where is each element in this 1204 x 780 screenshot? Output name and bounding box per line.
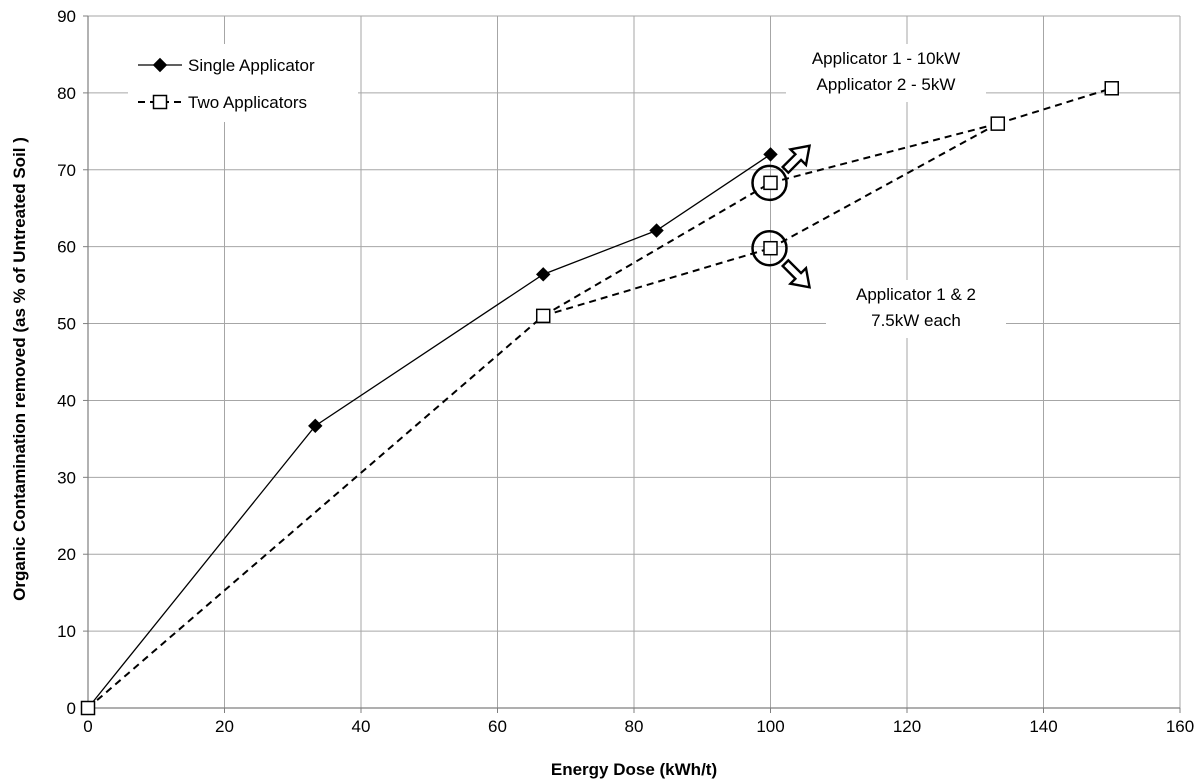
x-tick-label: 100 xyxy=(756,717,784,736)
legend: Single Applicator Two Applicators xyxy=(128,44,358,122)
x-tick-label: 160 xyxy=(1166,717,1194,736)
grid xyxy=(87,15,1181,709)
annotations: Applicator 1 - 10kW Applicator 2 - 5kW App… xyxy=(751,44,1006,338)
y-tick-label: 50 xyxy=(57,315,76,334)
x-axis-title: Energy Dose (kWh/t) xyxy=(551,760,717,779)
point-two-applicators xyxy=(535,308,551,324)
legend-marker-two-applicators xyxy=(152,94,168,110)
series-markers xyxy=(80,81,1119,716)
series-segment-two-applicators xyxy=(542,247,771,317)
annotation-label-2-line: 7.5kW each xyxy=(871,311,961,330)
series-segment-two-applicators xyxy=(770,122,999,250)
annotation-arrow-1 xyxy=(780,144,812,175)
point-two-applicators xyxy=(763,240,778,256)
series-segment-two-applicators xyxy=(542,181,772,317)
point-single-applicator xyxy=(649,223,664,238)
y-axis-title: Organic Contamination removed (as % of U… xyxy=(10,137,29,601)
annotation-arrow-2 xyxy=(780,258,812,289)
series-segment-two-applicators xyxy=(997,87,1113,125)
x-tick-label: 0 xyxy=(83,717,92,736)
legend-marker-single-applicator xyxy=(152,57,168,73)
point-two-applicators xyxy=(990,116,1006,131)
y-tick-label: 60 xyxy=(57,238,76,257)
annotation-label-1-line: Applicator 1 - 10kW xyxy=(812,49,960,68)
series-line-single-applicator xyxy=(87,153,771,709)
annotation-circle-2 xyxy=(751,229,788,267)
x-tick-label: 140 xyxy=(1029,717,1057,736)
point-single-applicator xyxy=(308,418,323,434)
y-tick-label: 20 xyxy=(57,545,76,564)
y-tick-label: 10 xyxy=(57,622,76,641)
x-tick-label: 120 xyxy=(893,717,921,736)
y-tick-label: 70 xyxy=(57,161,76,180)
annotation-label-1-bg xyxy=(786,44,986,102)
series-segment-two-applicators xyxy=(87,315,544,709)
legend-label-single-applicator: Single Applicator xyxy=(188,56,315,75)
series-segment-two-applicators xyxy=(770,122,999,184)
x-tick-label: 20 xyxy=(215,717,234,736)
annotation-label-2-line: Applicator 1 & 2 xyxy=(856,285,976,304)
point-two-applicators xyxy=(1104,81,1119,96)
y-tick-label: 80 xyxy=(57,84,76,103)
point-single-applicator xyxy=(763,147,778,162)
x-tick-label: 40 xyxy=(352,717,371,736)
point-two-applicators xyxy=(80,700,96,716)
y-tick-label: 30 xyxy=(57,468,76,487)
point-single-applicator xyxy=(536,267,551,282)
legend-label-two-applicators: Two Applicators xyxy=(188,93,307,112)
y-tick-label: 90 xyxy=(57,7,76,26)
axes: 0 20 40 60 80 100 120 140 160 0 10 20 30 40 50 60 70 80 90 xyxy=(57,7,1194,736)
point-two-applicators xyxy=(763,175,778,191)
x-tick-label: 80 xyxy=(625,717,644,736)
y-tick-label: 40 xyxy=(57,391,76,410)
annotation-circle-1 xyxy=(751,164,788,202)
y-tick-label: 0 xyxy=(67,699,76,718)
series-lines xyxy=(87,87,1113,709)
annotation-label-2-bg xyxy=(826,280,1006,338)
x-tick-label: 60 xyxy=(488,717,507,736)
annotation-label-1-line: Applicator 2 - 5kW xyxy=(817,75,956,94)
